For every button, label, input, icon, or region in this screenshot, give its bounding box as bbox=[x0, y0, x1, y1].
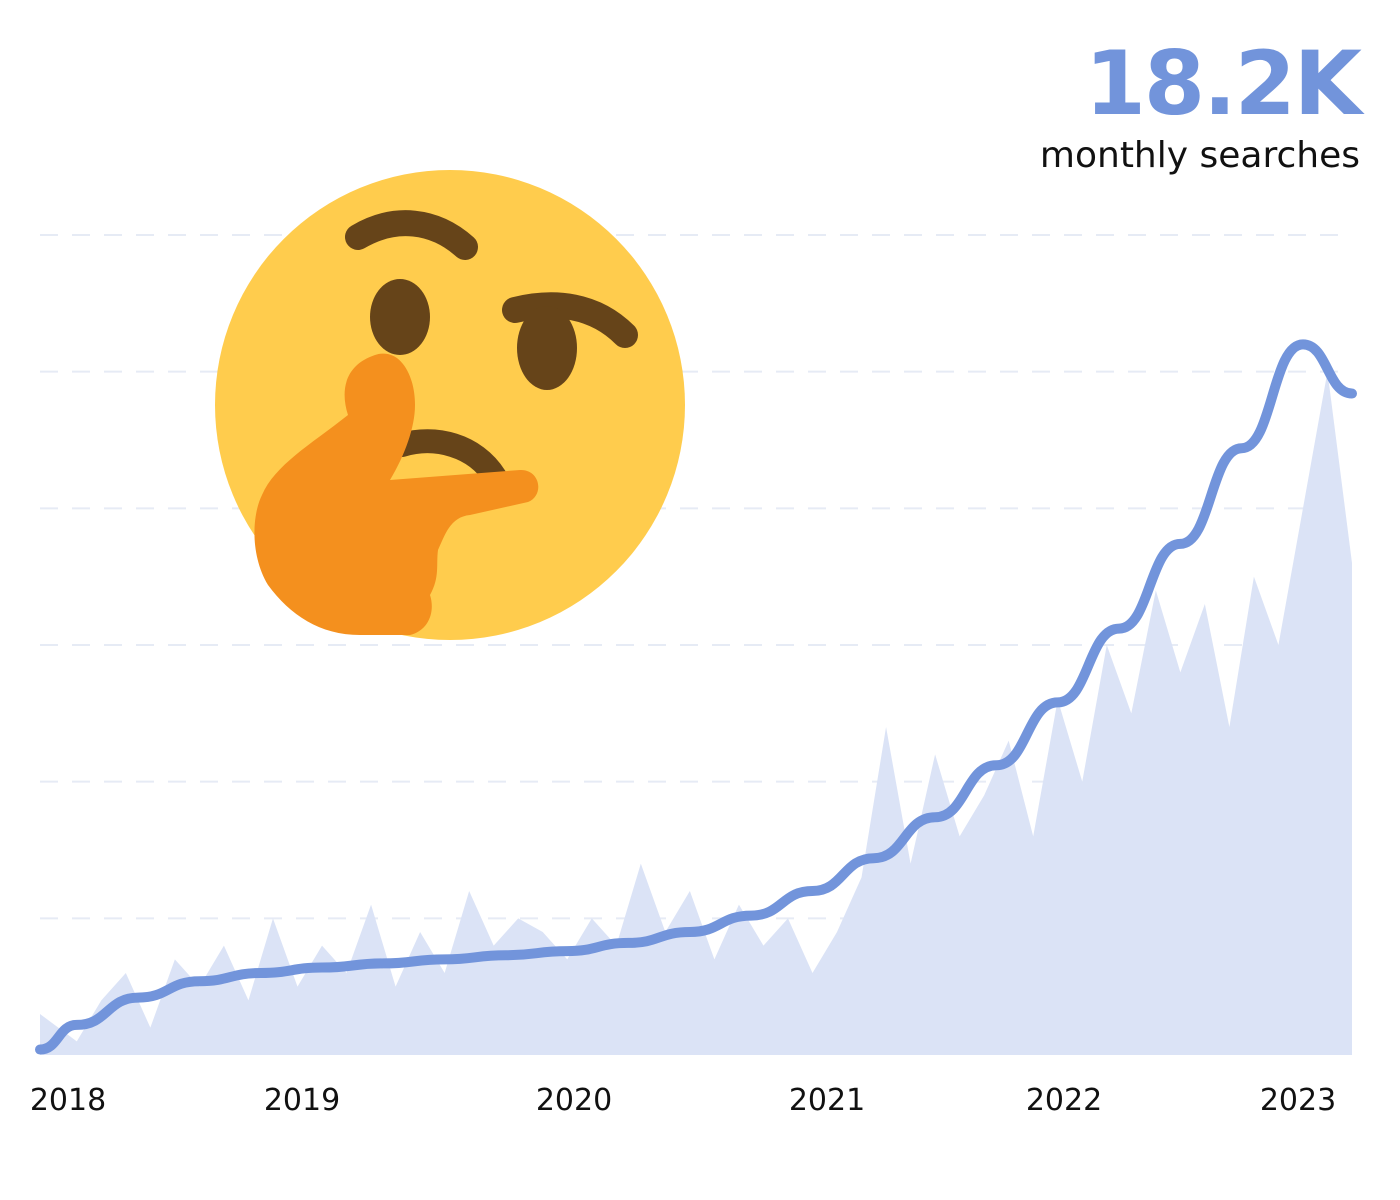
emoji-left-brow bbox=[345, 210, 478, 260]
emoji-right-brow bbox=[502, 292, 638, 348]
emoji-left-eye bbox=[370, 279, 430, 355]
trend-line bbox=[35, 339, 1357, 1055]
monthly-searches-value: 18.2K bbox=[1084, 32, 1362, 135]
thinking-face-icon bbox=[215, 170, 685, 640]
emoji-right-eye bbox=[517, 306, 577, 390]
headline-metric: 18.2K monthly searches bbox=[1039, 32, 1362, 176]
x-tick-label-2022: 2022 bbox=[1026, 1083, 1102, 1118]
emoji-hand bbox=[254, 353, 539, 635]
emoji-mouth bbox=[390, 429, 507, 489]
x-tick-label-2020: 2020 bbox=[536, 1083, 612, 1118]
x-axis-ticks: 2018 2019 2020 2021 2022 2023 bbox=[30, 1083, 1336, 1118]
x-tick-label-2021: 2021 bbox=[789, 1083, 865, 1118]
x-tick-label-2019: 2019 bbox=[264, 1083, 340, 1118]
x-tick-label-2023: 2023 bbox=[1260, 1083, 1336, 1118]
line-layer bbox=[35, 339, 1357, 1055]
area-layer bbox=[40, 371, 1352, 1056]
x-tick-label-2018: 2018 bbox=[30, 1083, 106, 1118]
monthly-searches-label: monthly searches bbox=[1039, 135, 1360, 176]
search-volume-area bbox=[40, 371, 1352, 1056]
